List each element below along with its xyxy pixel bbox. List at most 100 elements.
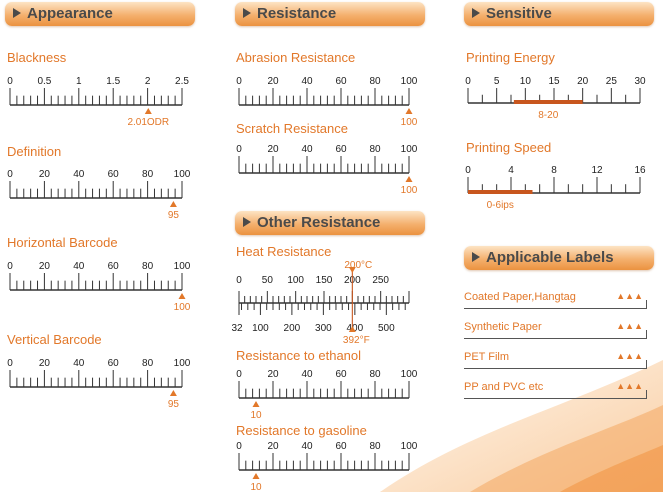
abrasion_resistance-tick-label: 40 [301, 76, 313, 87]
abrasion_resistance-marker-label: 100 [401, 117, 418, 128]
rating-triangles-icon: ▲▲▲ [616, 291, 643, 301]
resistance_to_ethanol-tick-label: 80 [369, 369, 381, 380]
header-sensitive: Sensitive [464, 2, 654, 26]
header-applicable-labels-text: Applicable Labels [486, 249, 614, 266]
applicable-label-name: PET Film [464, 351, 510, 363]
play-triangle-icon [472, 8, 480, 18]
abrasion_resistance-tick-label: 60 [335, 76, 347, 87]
header-appearance: Appearance [5, 2, 195, 26]
applicable-label-underline [464, 390, 647, 399]
applicable-label-name: Coated Paper,Hangtag [464, 291, 576, 303]
scratch_resistance-tick-label: 60 [335, 144, 347, 155]
blackness-tick-label: 1.5 [106, 76, 120, 87]
definition-tick-label: 80 [142, 169, 154, 180]
printing_energy-tick-label: 30 [634, 76, 646, 87]
vertical_barcode-marker [169, 390, 177, 396]
label-scratch-resistance: Scratch Resistance [236, 121, 348, 136]
printing_speed-tick-label: 8 [551, 165, 557, 176]
play-triangle-icon [472, 252, 480, 262]
label-definition: Definition [7, 144, 62, 159]
resistance_to_ethanol-tick-label: 100 [401, 369, 418, 380]
definition-marker [169, 201, 177, 207]
horizontal_barcode-tick-label: 80 [142, 261, 154, 272]
scratch_resistance-tick-label: 40 [301, 144, 313, 155]
header-other-resistance: Other Resistance [235, 211, 425, 235]
header-other-resistance-text: Other Resistance [257, 214, 381, 231]
applicable-label-item: PP and PVC etc ▲▲▲ [464, 381, 647, 393]
resistance_to_ethanol-tick-label: 40 [301, 369, 313, 380]
heat-fahrenheit-tick-label: 300 [315, 323, 332, 334]
printing_speed-tick-label: 12 [591, 165, 603, 176]
printing_energy-tick-label: 25 [606, 76, 618, 87]
printing_energy-tick-label: 0 [465, 76, 471, 87]
heat-celsius-tick-label: 100 [287, 275, 304, 286]
resistance_to_gasoline-tick-label: 100 [401, 441, 418, 452]
printing_speed-tick-label: 16 [634, 165, 646, 176]
heat-celsius-tick-label: 50 [262, 275, 274, 286]
header-sensitive-text: Sensitive [486, 5, 552, 22]
resistance_to_gasoline-tick-label: 60 [335, 441, 347, 452]
rating-triangles-icon: ▲▲▲ [616, 321, 643, 331]
scratch_resistance-tick-label: 20 [267, 144, 279, 155]
applicable-label-name: Synthetic Paper [464, 321, 542, 333]
resistance_to_gasoline-tick-label: 40 [301, 441, 313, 452]
definition-marker-label: 95 [168, 210, 180, 221]
heat-fahrenheit-tick-label: 500 [378, 323, 395, 334]
resistance_to_ethanol-tick-label: 60 [335, 369, 347, 380]
horizontal_barcode-tick-label: 100 [174, 261, 191, 272]
printing_energy-tick-label: 5 [494, 76, 500, 87]
blackness-tick-label: 1 [76, 76, 82, 87]
printing_energy-range-label: 8-20 [538, 110, 558, 121]
definition-tick-label: 100 [174, 169, 191, 180]
resistance_to_gasoline-tick-label: 0 [236, 441, 242, 452]
heat-fahrenheit-marker-label: 392°F [343, 335, 370, 346]
heat-fahrenheit-tick-label: 100 [252, 323, 269, 334]
scratch_resistance-tick-label: 100 [401, 144, 418, 155]
heat-celsius-tick-label: 150 [316, 275, 333, 286]
heat-celsius-tick-label: 250 [372, 275, 389, 286]
heat-celsius-marker-label: 200°C [344, 260, 372, 271]
label-resistance-to-gasoline: Resistance to gasoline [236, 423, 367, 438]
play-triangle-icon [243, 8, 251, 18]
heat-fahrenheit-tick-label: 32 [231, 323, 243, 334]
printing_energy-tick-label: 15 [548, 76, 560, 87]
header-applicable-labels: Applicable Labels [464, 246, 654, 270]
resistance_to_gasoline-tick-label: 80 [369, 441, 381, 452]
definition-tick-label: 60 [108, 169, 120, 180]
applicable-label-underline [464, 360, 647, 369]
horizontal_barcode-marker-label: 100 [174, 302, 191, 313]
resistance_to_ethanol-marker [252, 401, 260, 407]
label-printing-energy: Printing Energy [466, 50, 555, 65]
printing_energy-tick-label: 10 [520, 76, 532, 87]
printing_energy-range-bar [513, 100, 583, 104]
rating-triangles-icon: ▲▲▲ [616, 351, 643, 361]
header-resistance-text: Resistance [257, 5, 337, 22]
play-triangle-icon [243, 217, 251, 227]
applicable-label-underline [464, 300, 647, 309]
blackness-marker [144, 108, 152, 114]
applicable-label-item: Coated Paper,Hangtag ▲▲▲ [464, 291, 647, 303]
printing_speed-tick-label: 4 [508, 165, 514, 176]
header-appearance-text: Appearance [27, 5, 113, 22]
rating-triangles-icon: ▲▲▲ [616, 381, 643, 391]
horizontal_barcode-tick-label: 40 [73, 261, 85, 272]
label-vertical-barcode: Vertical Barcode [7, 332, 102, 347]
resistance_to_gasoline-marker [252, 473, 260, 479]
horizontal_barcode-tick-label: 60 [108, 261, 120, 272]
header-resistance: Resistance [235, 2, 425, 26]
definition-tick-label: 40 [73, 169, 85, 180]
vertical_barcode-tick-label: 40 [73, 358, 85, 369]
scratch_resistance-marker [405, 176, 413, 182]
label-resistance-to-ethanol: Resistance to ethanol [236, 348, 362, 363]
heat-celsius-marker [348, 267, 356, 273]
label-horizontal-barcode: Horizontal Barcode [7, 235, 118, 250]
abrasion_resistance-tick-label: 100 [401, 76, 418, 87]
printing_speed-tick-label: 0 [465, 165, 471, 176]
play-triangle-icon [13, 8, 21, 18]
vertical_barcode-tick-label: 0 [7, 358, 13, 369]
vertical_barcode-tick-label: 60 [108, 358, 120, 369]
label-blackness: Blackness [7, 50, 67, 65]
vertical_barcode-marker-label: 95 [168, 399, 180, 410]
printing_speed-range-bar [468, 190, 533, 194]
